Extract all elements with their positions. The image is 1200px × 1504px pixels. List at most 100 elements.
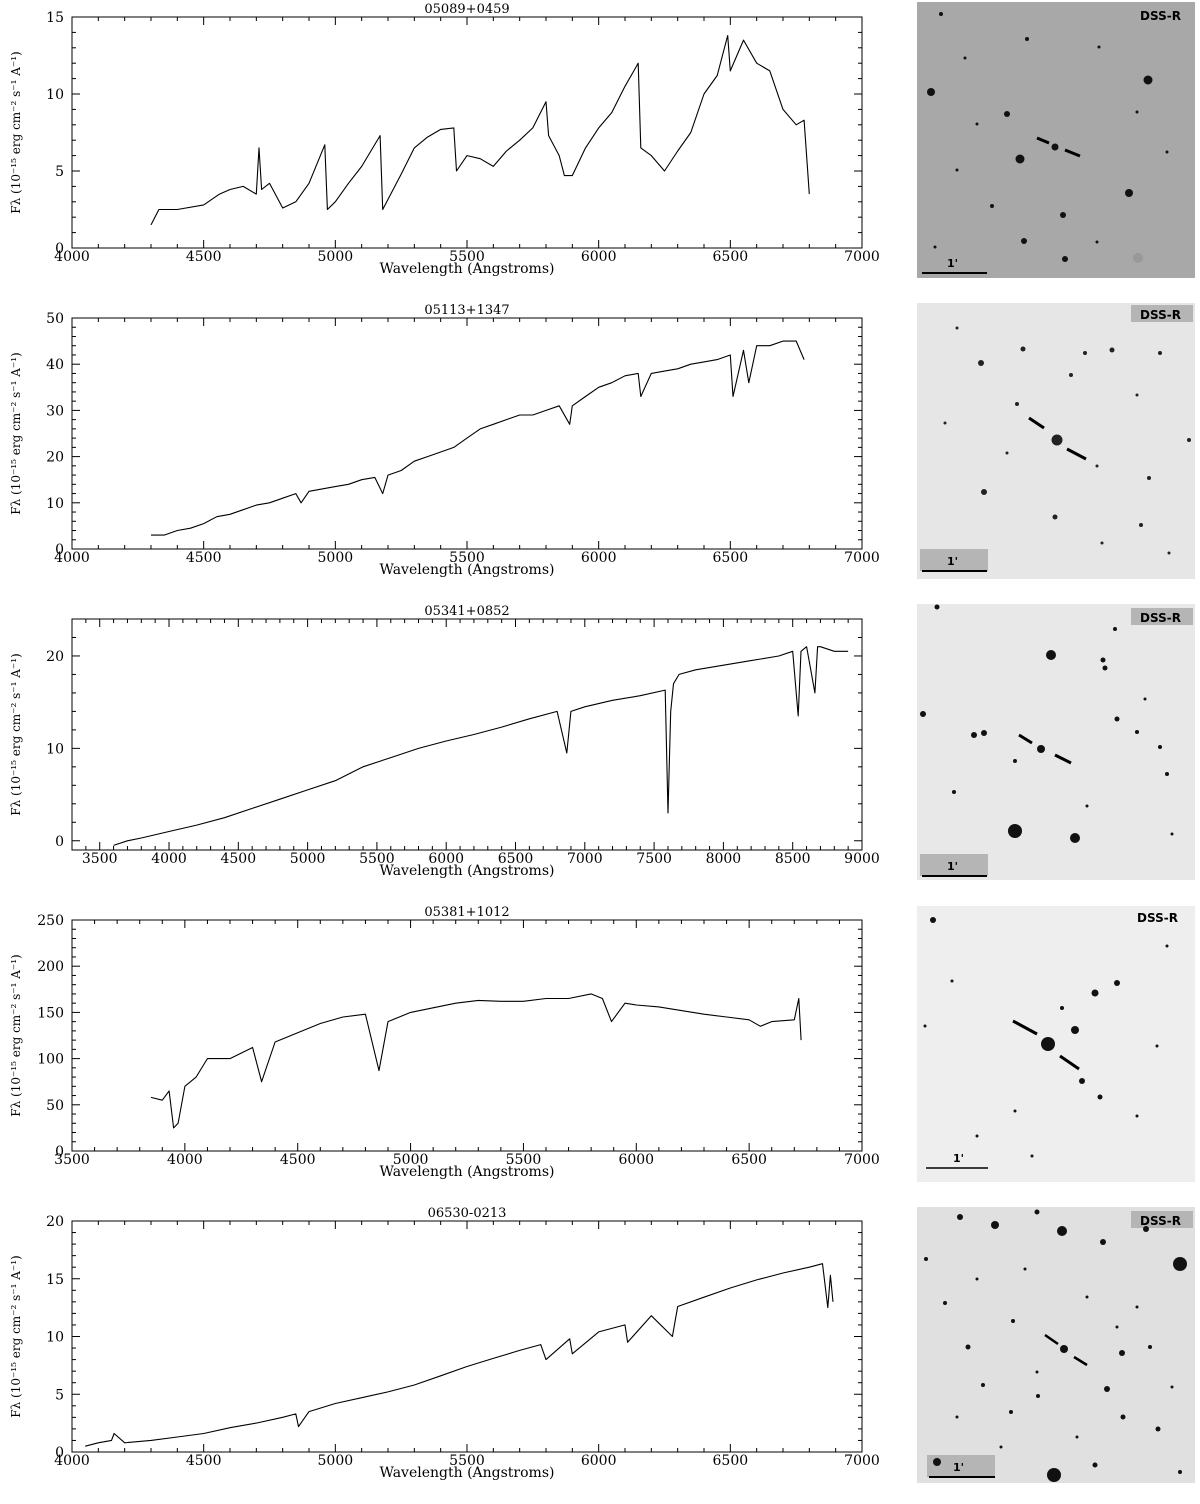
x-tick-label: 6000 xyxy=(581,249,617,265)
y-axis-label: Fλ (10⁻¹⁵ erg cm⁻² s⁻¹ A⁻¹) xyxy=(9,352,23,514)
x-tick-label: 7500 xyxy=(636,851,672,867)
y-tick-label: 10 xyxy=(46,741,64,757)
chart-title: 05341+0852 xyxy=(424,604,509,619)
x-tick-label: 7000 xyxy=(844,550,880,566)
spectrum-chart-2: 4000 4500 5000 5500 6000 6500 7000 0 10 20 30 40 50 0… xyxy=(9,303,880,578)
x-tick-label: 7000 xyxy=(567,851,603,867)
x-tick-label: 8000 xyxy=(706,851,742,867)
x-tick-label: 5000 xyxy=(318,249,354,265)
scale-bar-label: 1' xyxy=(947,860,958,873)
x-tick-label: 3500 xyxy=(54,1152,90,1168)
x-tick-label: 5000 xyxy=(290,851,326,867)
x-tick-label: 7000 xyxy=(844,1152,880,1168)
x-tick-label: 4000 xyxy=(54,1453,90,1469)
plot-frame xyxy=(71,919,863,1152)
spectrum-line xyxy=(113,646,849,846)
y-tick-label: 10 xyxy=(46,87,64,103)
scale-bar-label: 1' xyxy=(953,1152,964,1165)
chart-title: 05113+1347 xyxy=(424,303,509,318)
x-tick-label: 5000 xyxy=(393,1152,429,1168)
spectrum-line xyxy=(85,1263,834,1447)
y-tick-label: 15 xyxy=(46,10,64,26)
band-label: DSS-R xyxy=(1140,611,1181,625)
y-tick-label: 0 xyxy=(55,1445,64,1461)
x-tick-label: 3500 xyxy=(82,851,118,867)
y-tick-label: 50 xyxy=(46,311,64,327)
y-tick-label: 20 xyxy=(46,649,64,665)
y-tick-label: 5 xyxy=(55,164,64,180)
spectrum-chart-4: 3500 4000 4500 5000 5500 6000 6500 7000 0 50 100 15… xyxy=(9,905,880,1180)
x-tick-label: 4500 xyxy=(220,851,256,867)
x-axis-label: Wavelength (Angstroms) xyxy=(380,1164,555,1180)
y-tick-label: 250 xyxy=(37,913,64,929)
x-tick-label: 7000 xyxy=(844,1453,880,1469)
chart-title: 05381+1012 xyxy=(424,905,509,920)
chart-title: 06530-0213 xyxy=(428,1206,507,1221)
x-tick-label: 6500 xyxy=(713,550,749,566)
y-tick-label: 50 xyxy=(46,1098,64,1114)
scale-bar-label: 1' xyxy=(947,257,958,270)
y-tick-label: 0 xyxy=(55,834,64,850)
x-tick-label: 5500 xyxy=(449,249,485,265)
scale-bar-label: 1' xyxy=(953,1461,964,1474)
y-axis-label: Fλ (10⁻¹⁵ erg cm⁻² s⁻¹ A⁻¹) xyxy=(9,1255,23,1417)
x-tick-label: 5500 xyxy=(449,550,485,566)
x-tick-label: 6500 xyxy=(713,1453,749,1469)
x-tick-label: 5500 xyxy=(506,1152,542,1168)
x-tick-label: 6000 xyxy=(618,1152,654,1168)
spectrum-line xyxy=(150,34,810,226)
dss-finder-image-3: DSS-R 1' xyxy=(917,604,1195,880)
plot-frame xyxy=(71,1220,863,1453)
spectrum-chart-1: 4000 4500 5000 5500 6000 6500 7000 0 5 10 15 05089+… xyxy=(9,2,880,277)
x-tick-label: 6000 xyxy=(581,550,617,566)
y-tick-label: 30 xyxy=(46,403,64,419)
chart-title: 05089+0459 xyxy=(424,2,509,17)
x-tick-label: 6500 xyxy=(713,249,749,265)
y-tick-label: 20 xyxy=(46,450,64,466)
dss-finder-image-2: DSS-R 1' xyxy=(917,303,1195,579)
x-tick-label: 7000 xyxy=(844,249,880,265)
x-tick-label: 4000 xyxy=(167,1152,203,1168)
dss-finder-image-4: DSS-R 1' xyxy=(917,906,1195,1182)
y-tick-label: 15 xyxy=(46,1272,64,1288)
dss-finder-image-5: DSS-R 1' xyxy=(917,1207,1195,1483)
plot-frame xyxy=(71,618,863,851)
x-tick-label: 4500 xyxy=(186,249,222,265)
scale-bar-label: 1' xyxy=(947,555,958,568)
x-tick-label: 6000 xyxy=(428,851,464,867)
x-tick-label: 4500 xyxy=(280,1152,316,1168)
y-tick-label: 150 xyxy=(37,1005,64,1021)
x-tick-label: 6500 xyxy=(498,851,534,867)
y-tick-label: 5 xyxy=(55,1387,64,1403)
y-axis-label: Fλ (10⁻¹⁵ erg cm⁻² s⁻¹ A⁻¹) xyxy=(9,653,23,815)
band-label: DSS-R xyxy=(1140,9,1181,23)
y-axis-label: Fλ (10⁻¹⁵ erg cm⁻² s⁻¹ A⁻¹) xyxy=(9,51,23,213)
y-tick-label: 10 xyxy=(46,496,64,512)
band-label: DSS-R xyxy=(1140,308,1181,322)
y-tick-label: 100 xyxy=(37,1052,64,1068)
y-tick-label: 20 xyxy=(46,1214,64,1230)
x-axis-label: Wavelength (Angstroms) xyxy=(380,261,555,277)
y-tick-label: 200 xyxy=(37,959,64,975)
x-axis-label: Wavelength (Angstroms) xyxy=(380,1465,555,1481)
y-tick-label: 0 xyxy=(55,1144,64,1160)
x-tick-label: 4000 xyxy=(54,249,90,265)
x-tick-label: 6500 xyxy=(731,1152,767,1168)
y-tick-label: 0 xyxy=(55,241,64,257)
x-tick-label: 5000 xyxy=(318,550,354,566)
x-tick-label: 4500 xyxy=(186,550,222,566)
x-tick-label: 5500 xyxy=(359,851,395,867)
plot-frame xyxy=(71,16,863,249)
dss-finder-image-1: DSS-R 1' xyxy=(917,2,1195,278)
x-tick-label: 6000 xyxy=(581,1453,617,1469)
x-axis-label: Wavelength (Angstroms) xyxy=(380,562,555,578)
spectrum-chart-5: 4000 4500 5000 5500 6000 6500 7000 0 5 10 15 20 0653… xyxy=(9,1206,880,1481)
x-tick-label: 8500 xyxy=(775,851,811,867)
x-tick-label: 9000 xyxy=(844,851,880,867)
spectrum-line xyxy=(151,340,805,536)
band-label: DSS-R xyxy=(1137,911,1178,925)
x-tick-label: 4000 xyxy=(151,851,187,867)
x-axis-label: Wavelength (Angstroms) xyxy=(380,863,555,879)
spectrum-chart-3: 3500 4000 4500 5000 5500 6000 6500 7000 7500 8000… xyxy=(9,604,880,879)
x-tick-label: 4000 xyxy=(54,550,90,566)
